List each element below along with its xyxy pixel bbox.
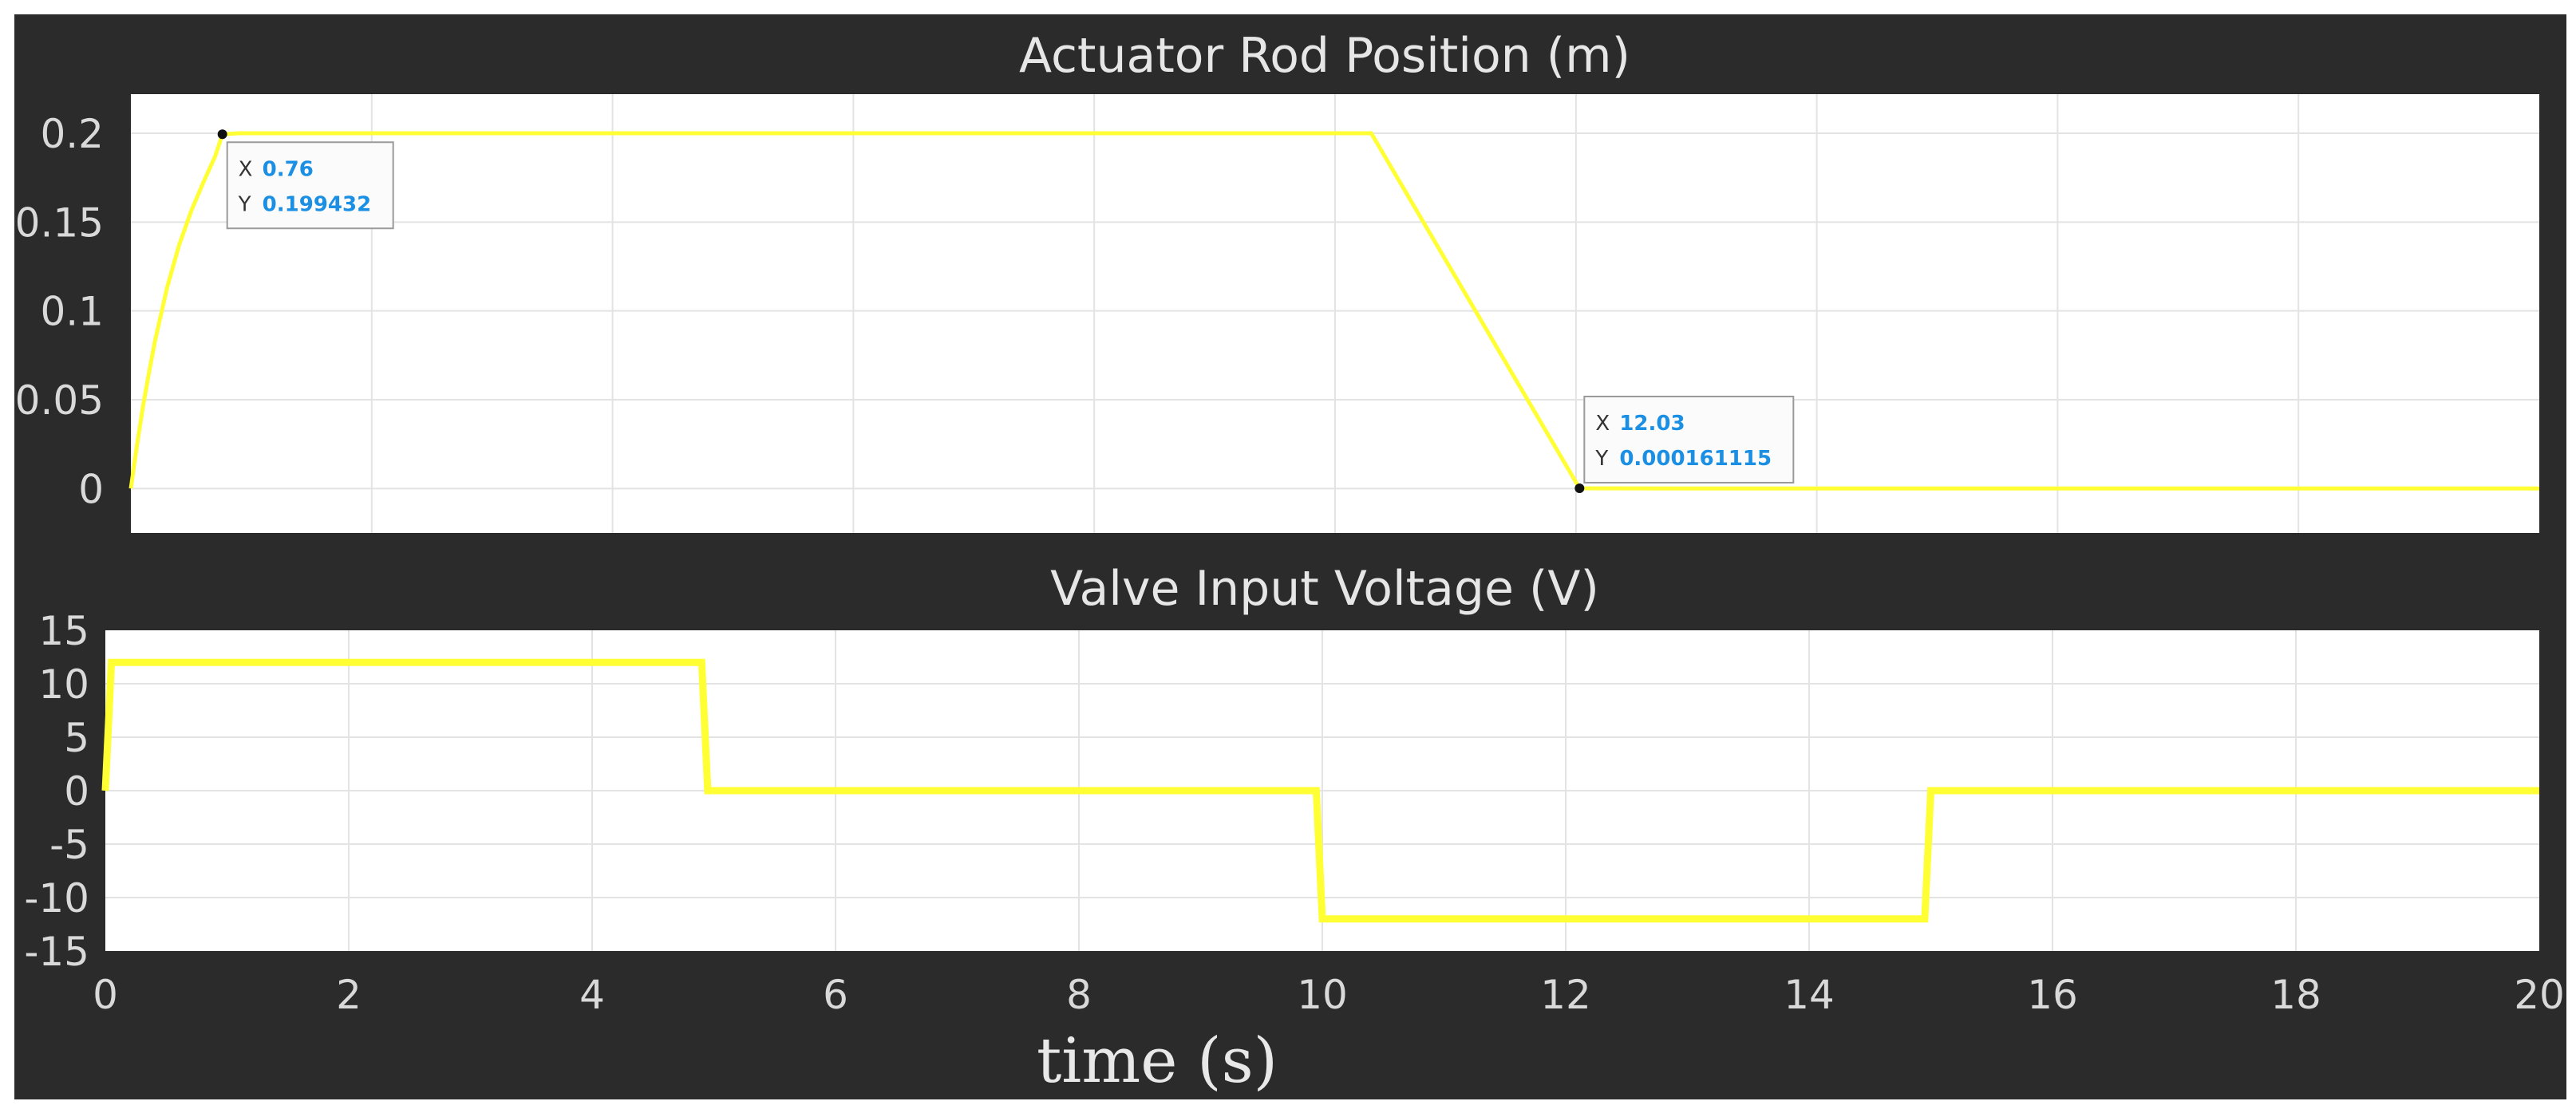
position-y-tick-label: 0.1 — [40, 289, 104, 335]
voltage-plot-title: Valve Input Voltage (V) — [1050, 561, 1599, 617]
datatip-peak-y-label: Y — [238, 192, 251, 216]
voltage-x-tick-label: 20 — [2514, 972, 2565, 1018]
datatip-settle-marker — [1574, 483, 1585, 493]
datatip-settle-x-value: 12.03 — [1619, 412, 1685, 436]
voltage-y-tick-label: -15 — [24, 929, 89, 975]
voltage-x-tick-label: 10 — [1297, 972, 1348, 1018]
datatip-settle-box — [1583, 395, 1795, 483]
voltage-y-tick-label: 15 — [38, 608, 89, 654]
voltage-x-tick-label: 6 — [823, 972, 848, 1018]
position-y-tick-label: 0.05 — [15, 377, 104, 424]
x-axis-label: time (s) — [1037, 1025, 1278, 1097]
voltage-x-tick-label: 8 — [1066, 972, 1092, 1018]
position-y-tick-label: 0.15 — [15, 199, 104, 246]
datatip-peak-y-value: 0.199432 — [263, 192, 372, 216]
voltage-x-tick-label: 12 — [1540, 972, 1591, 1018]
voltage-plot: Valve Input Voltage (V) 15 10 5 0 -5 -10 -15 0… — [24, 561, 2564, 1097]
datatip-peak-x-value: 0.76 — [263, 157, 314, 181]
datatip-settle[interactable]: X 12.03 Y 0.000161115 — [1574, 395, 1795, 493]
datatip-peak-marker — [217, 129, 227, 140]
datatip-peak[interactable]: X 0.76 Y 0.199432 — [217, 129, 394, 230]
position-series-line — [128, 131, 2539, 491]
voltage-x-tick-labels: 0 2 4 6 8 10 12 14 16 18 20 — [93, 972, 2565, 1018]
position-plot-title: Actuator Rod Position (m) — [1019, 28, 1630, 84]
voltage-x-tick-label: 2 — [336, 972, 362, 1018]
voltage-series-line — [101, 658, 2539, 923]
voltage-x-tick-label: 4 — [579, 972, 605, 1018]
voltage-gridlines — [105, 630, 2539, 951]
voltage-y-tick-label: 10 — [38, 661, 89, 708]
position-y-tick-labels: 0 0.05 0.1 0.15 0.2 — [15, 111, 104, 512]
voltage-y-tick-label: -5 — [49, 822, 89, 868]
voltage-y-tick-labels: 15 10 5 0 -5 -10 -15 — [24, 608, 89, 975]
position-plot: Actuator Rod Position (m) 0 0.05 0.1 0.15 0.… — [15, 28, 2539, 533]
position-datatips: X 0.76 Y 0.199432 X 12.03 Y 0.000161115 — [217, 129, 1795, 493]
voltage-y-tick-label: 5 — [64, 715, 89, 761]
voltage-x-tick-label: 16 — [2027, 972, 2078, 1018]
datatip-settle-y-value: 0.000161115 — [1619, 447, 1772, 471]
voltage-y-tick-label: -10 — [24, 875, 89, 922]
datatip-settle-x-label: X — [1595, 412, 1610, 436]
datatip-peak-x-label: X — [239, 157, 253, 181]
position-y-tick-label: 0.2 — [40, 111, 104, 157]
voltage-x-tick-label: 0 — [93, 972, 118, 1018]
voltage-x-tick-label: 18 — [2270, 972, 2321, 1018]
datatip-settle-y-label: Y — [1594, 447, 1608, 471]
voltage-x-tick-label: 14 — [1784, 972, 1835, 1018]
datatip-peak-box — [226, 141, 394, 230]
position-gridlines — [131, 94, 2539, 533]
voltage-y-tick-label: 0 — [64, 768, 89, 815]
position-y-tick-label: 0 — [78, 466, 104, 512]
